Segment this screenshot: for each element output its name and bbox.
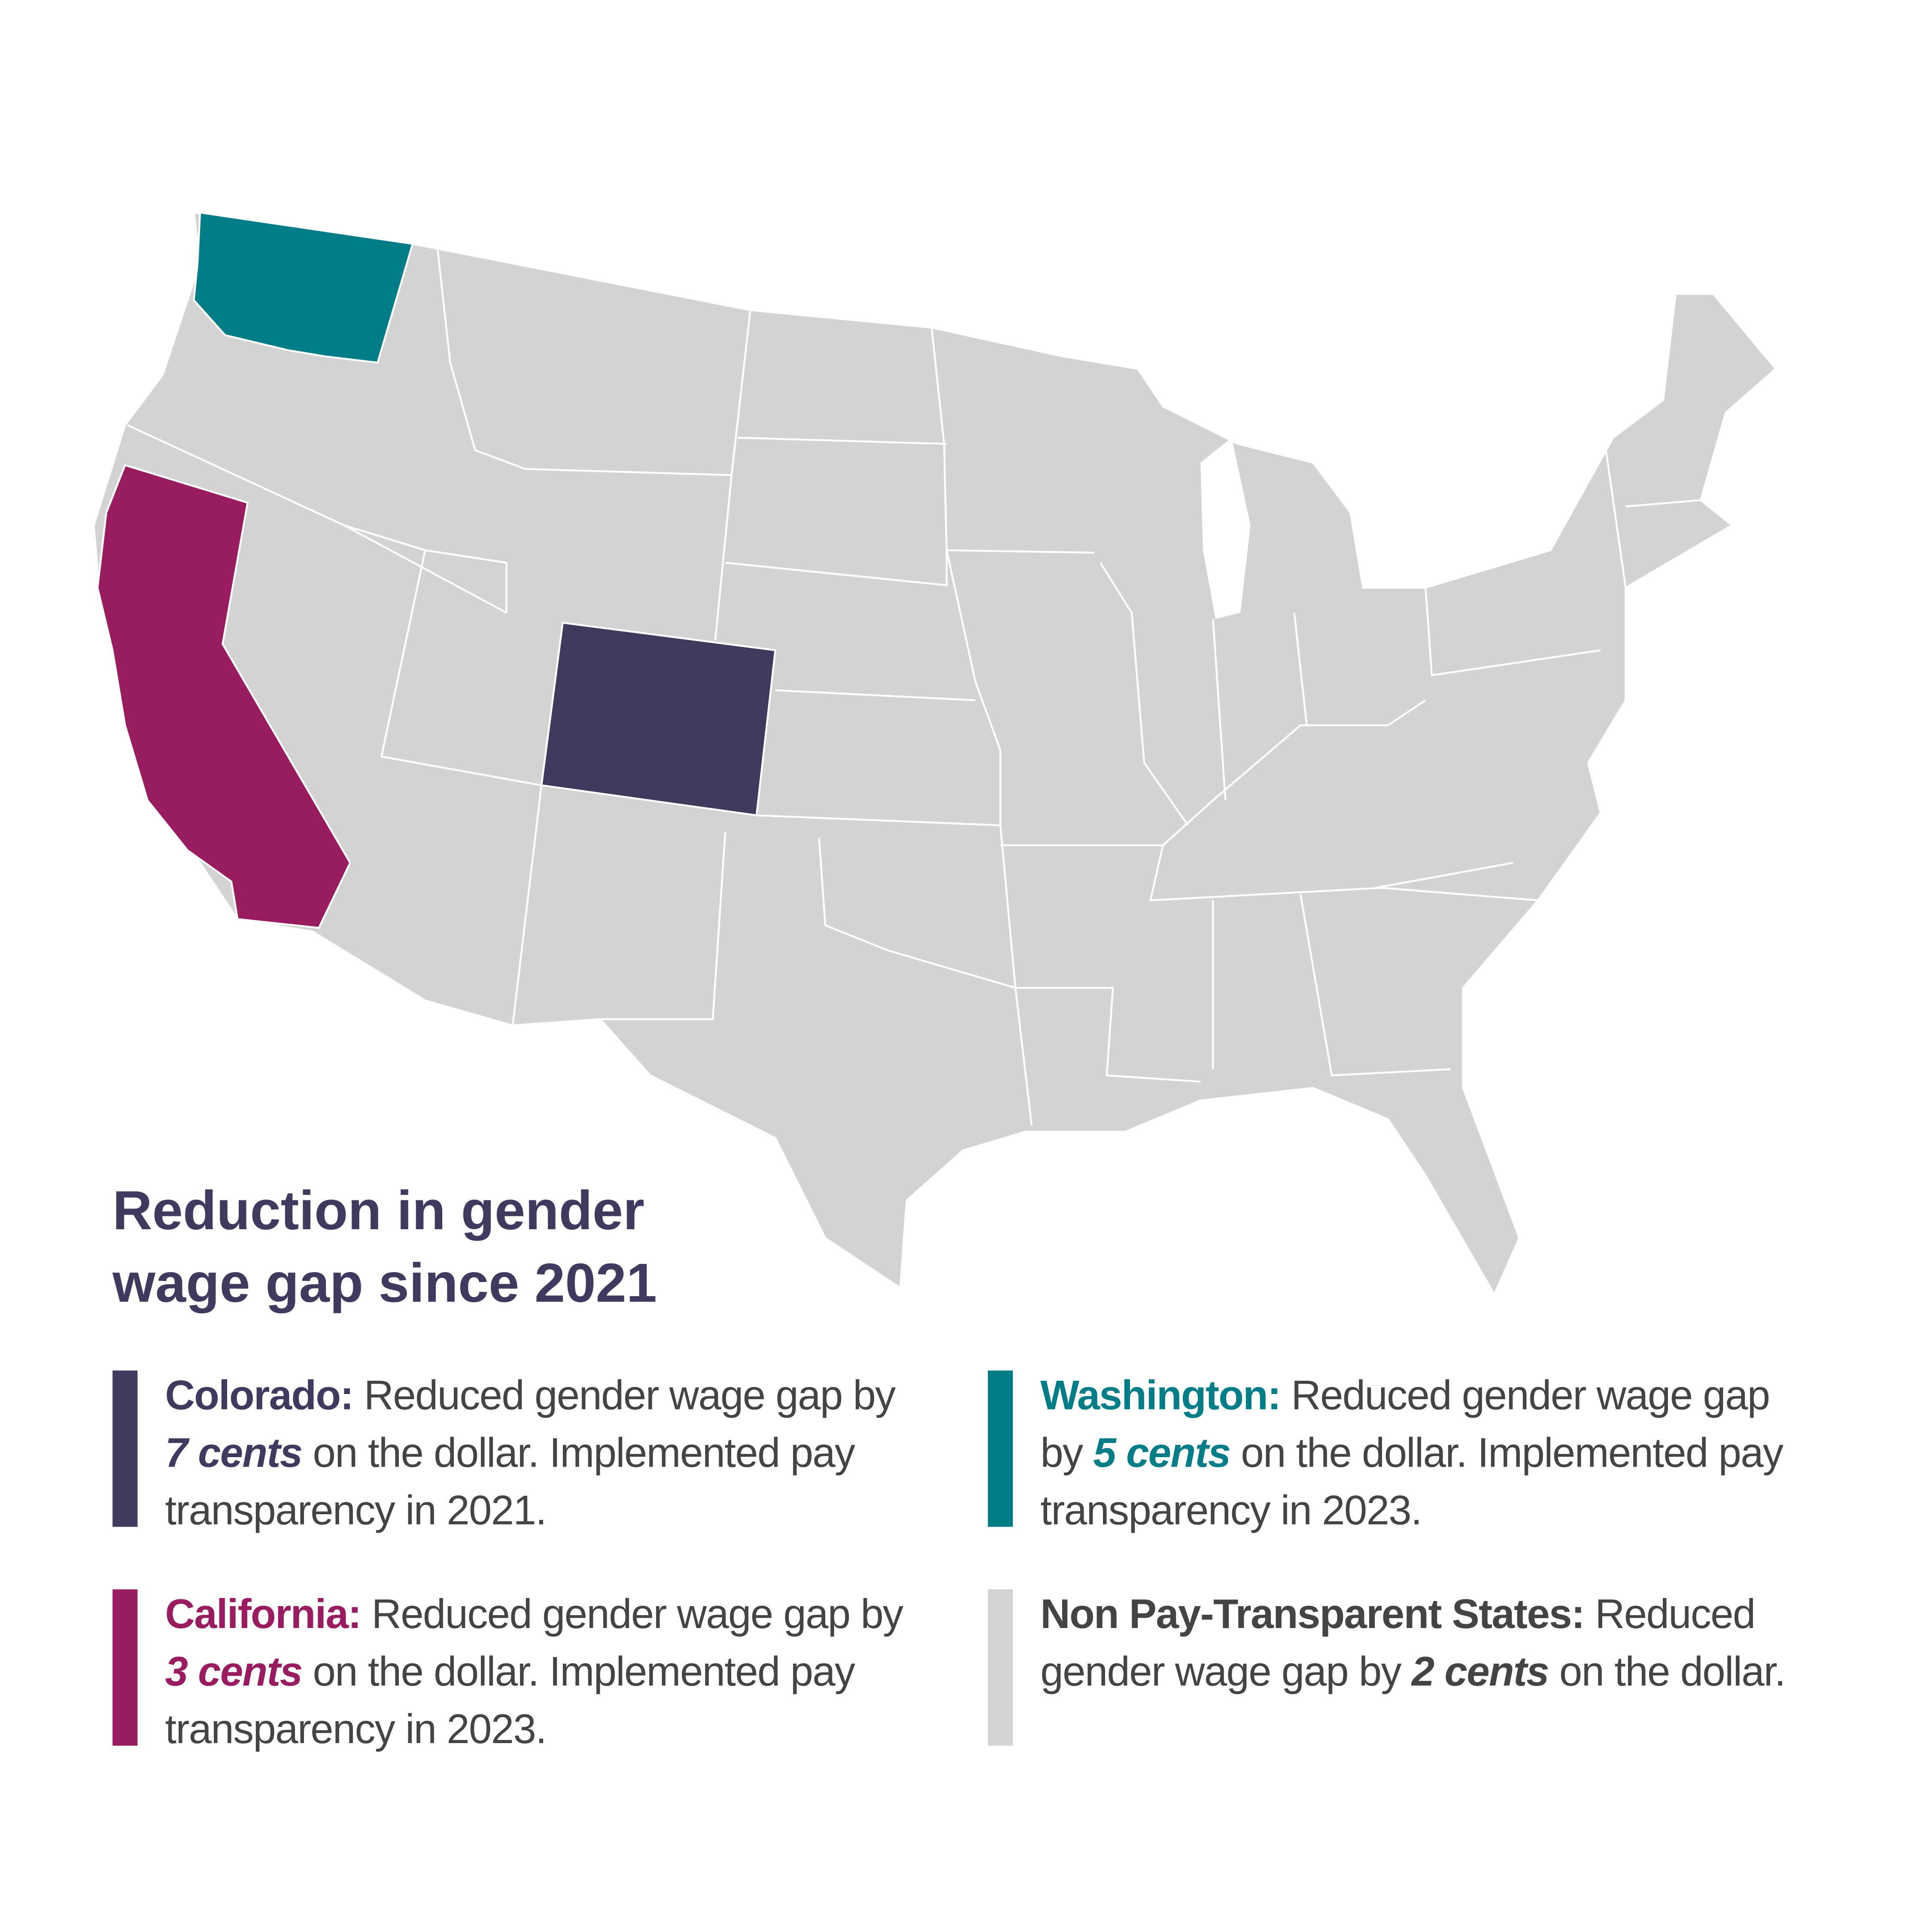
description: Reduced gender wage gap by bbox=[371, 1590, 904, 1637]
legend-text: Washington: Reduced gender wage gap by 5… bbox=[1040, 1367, 1791, 1539]
description: on the dollar. bbox=[1559, 1648, 1786, 1695]
lake-michigan bbox=[1200, 437, 1251, 619]
legend-text: Colorado: Reduced gender wage gap by 7 c… bbox=[165, 1367, 915, 1539]
california-state bbox=[96, 464, 351, 929]
state-name: Non Pay-Transparent States: bbox=[1040, 1590, 1585, 1637]
amount: 7 cents bbox=[165, 1429, 303, 1476]
state-name: Colorado: bbox=[165, 1372, 354, 1418]
description: Reduced gender wage gap by bbox=[364, 1372, 896, 1418]
state-borders bbox=[127, 250, 1701, 1126]
title: Reduction in gender wage gap since 2021 bbox=[112, 1180, 657, 1315]
description: Reduced gender wage gap by bbox=[1040, 1372, 1770, 1476]
amount: 2 cents bbox=[1411, 1648, 1549, 1695]
legend-swatch bbox=[112, 1589, 138, 1746]
washington-state bbox=[193, 211, 414, 364]
description: on the dollar. Implemented pay transpare… bbox=[165, 1648, 855, 1752]
legend-swatch bbox=[987, 1589, 1013, 1746]
description: on the dollar. Implemented pay transpare… bbox=[1040, 1429, 1783, 1533]
state-name: California: bbox=[165, 1590, 361, 1637]
colorado-state bbox=[540, 622, 777, 817]
legend-swatch bbox=[112, 1370, 138, 1527]
state-name: Washington: bbox=[1040, 1372, 1281, 1418]
legend-swatch bbox=[987, 1370, 1013, 1527]
description: Reduced gender wage gap by bbox=[1040, 1590, 1756, 1695]
amount: 3 cents bbox=[165, 1648, 303, 1695]
legend-text: California: Reduced gender wage gap by 3… bbox=[165, 1586, 915, 1758]
description: on the dollar. Implemented pay transpare… bbox=[165, 1429, 855, 1533]
amount: 5 cents bbox=[1093, 1429, 1231, 1476]
us-states bbox=[93, 211, 1777, 1297]
legend-text: Non Pay-Transparent States: Reduced gend… bbox=[1040, 1586, 1791, 1701]
